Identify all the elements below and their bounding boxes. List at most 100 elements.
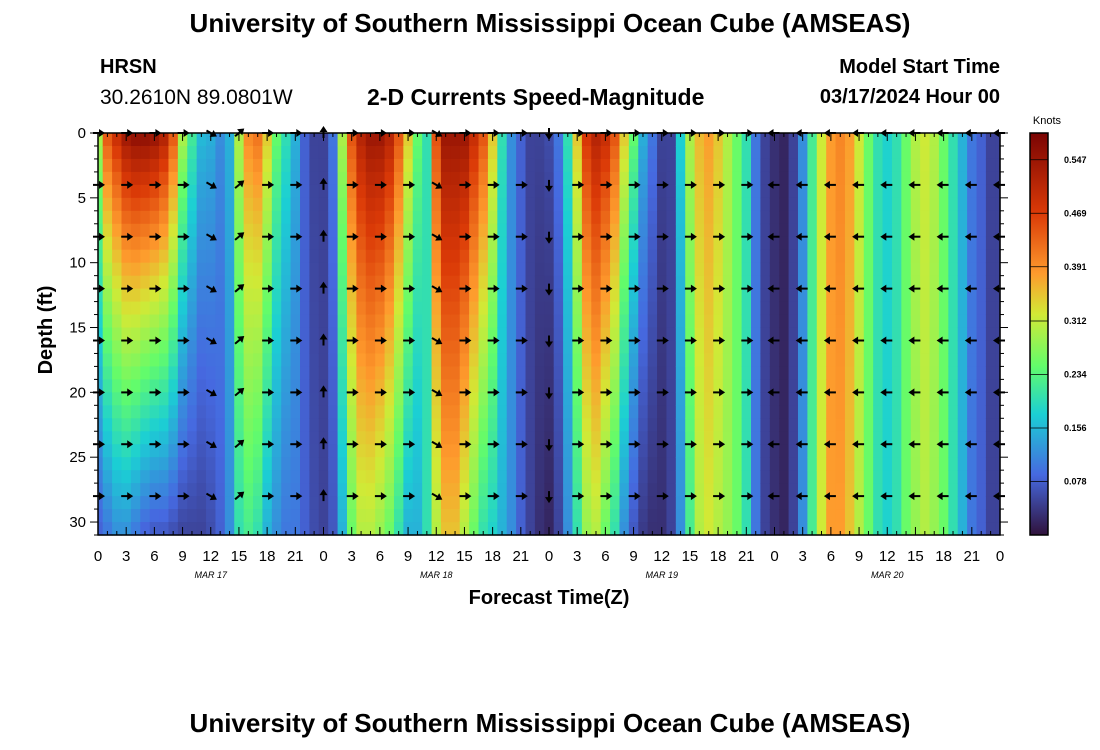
heatmap-cell — [957, 496, 968, 510]
arrow-head — [936, 232, 943, 241]
heatmap-cell — [976, 457, 987, 471]
heatmap-cell — [112, 288, 123, 303]
heatmap-cell — [788, 223, 799, 238]
heatmap-cell — [281, 262, 292, 277]
heatmap-cell — [854, 509, 865, 523]
heatmap-cell — [516, 340, 527, 355]
heatmap-cell — [234, 236, 245, 251]
heatmap-cell — [365, 249, 376, 264]
heatmap-cell — [553, 158, 564, 173]
heatmap-cell — [121, 470, 132, 484]
heatmap-cell — [826, 444, 837, 458]
heatmap-cell — [722, 288, 733, 303]
heatmap-cell — [572, 327, 583, 342]
heatmap-cell — [666, 223, 677, 238]
heatmap-cell — [187, 470, 198, 484]
heatmap-cell — [346, 262, 357, 277]
heatmap-cell — [478, 470, 489, 484]
heatmap-cell — [440, 314, 451, 329]
heatmap-cell — [553, 133, 564, 147]
heatmap-cell — [206, 496, 217, 510]
heatmap-cell — [704, 418, 715, 432]
heatmap-cell — [300, 509, 311, 523]
heatmap-cell — [450, 418, 461, 432]
heatmap-cell — [130, 223, 141, 238]
heatmap-cell — [572, 457, 583, 471]
heatmap-cell — [722, 496, 733, 510]
heatmap-cell — [98, 418, 104, 432]
heatmap-cell — [506, 197, 517, 212]
heatmap-cell — [751, 236, 762, 251]
current-arrow — [515, 440, 528, 449]
heatmap-cell — [694, 418, 705, 432]
heatmap-cell — [497, 392, 508, 406]
heatmap-cell — [112, 171, 123, 186]
heatmap-cell — [685, 431, 696, 445]
heatmap-cell — [657, 288, 668, 303]
current-arrow — [936, 492, 949, 501]
heatmap-cell — [206, 171, 217, 186]
heatmap-cell — [553, 509, 564, 523]
heatmap-cell — [957, 509, 968, 523]
heatmap-cell — [600, 210, 611, 225]
heatmap-cell — [281, 327, 292, 342]
heatmap-cell — [534, 457, 545, 471]
heatmap-cell — [985, 236, 996, 251]
heatmap-cell — [694, 483, 705, 497]
heatmap-cell — [431, 392, 442, 406]
heatmap-cell — [929, 522, 940, 536]
heatmap-cell — [985, 262, 996, 277]
heatmap-cell — [290, 496, 301, 510]
heatmap-cell — [440, 444, 451, 458]
heatmap-cell — [177, 275, 188, 290]
heatmap-cell — [98, 275, 104, 290]
heatmap-cell — [450, 496, 461, 510]
current-arrow — [346, 388, 359, 397]
heatmap-cell — [694, 509, 705, 523]
heatmap-cell — [497, 288, 508, 303]
heatmap-cell — [337, 210, 348, 225]
heatmap-cell — [253, 314, 264, 329]
heatmap-cell — [393, 288, 404, 303]
arrow-head — [319, 489, 328, 496]
heatmap-cell — [168, 210, 179, 225]
heatmap-cell — [967, 470, 978, 484]
heatmap-cell — [901, 223, 912, 238]
current-arrow — [234, 336, 245, 345]
heatmap-cell — [506, 496, 517, 510]
heatmap-cell — [751, 522, 762, 536]
heatmap-cell — [121, 509, 132, 523]
heatmap-cell — [356, 210, 367, 225]
heatmap-cell — [873, 470, 884, 484]
arrow-head — [936, 180, 943, 189]
heatmap-cell — [751, 184, 762, 199]
heatmap-cell — [704, 366, 715, 380]
current-arrow — [936, 336, 949, 345]
heatmap-cell — [704, 340, 715, 355]
heatmap-cell — [675, 288, 686, 303]
arrow-head — [435, 181, 443, 189]
x-tick-label: 9 — [404, 548, 412, 565]
heatmap-cell — [657, 262, 668, 277]
heatmap-cell — [769, 262, 780, 277]
heatmap-cell — [459, 301, 470, 316]
arrow-head — [908, 388, 915, 397]
heatmap-cell — [215, 327, 226, 342]
speed-heatmap — [98, 133, 1001, 536]
heatmap-cell — [797, 327, 808, 342]
heatmap-cell — [459, 275, 470, 290]
heatmap-cell — [619, 262, 630, 277]
heatmap-cell — [121, 366, 132, 380]
heatmap-cell — [572, 314, 583, 329]
heatmap-cell — [177, 327, 188, 342]
heatmap-cell — [920, 262, 931, 277]
arrow-head — [690, 440, 697, 449]
arrow-head — [268, 232, 275, 241]
heatmap-cell — [422, 236, 433, 251]
heatmap-cell — [835, 431, 846, 445]
current-arrow — [149, 232, 162, 241]
heatmap-cell — [365, 340, 376, 355]
heatmap-cell — [281, 249, 292, 264]
current-arrow — [880, 388, 893, 397]
heatmap-cell — [196, 366, 207, 380]
